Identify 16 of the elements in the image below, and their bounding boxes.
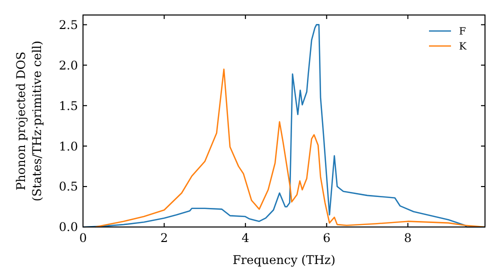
- y-tick-label: 1.5: [58, 98, 78, 113]
- x-tick-label: 2: [160, 231, 168, 245]
- x-tick-label: 6: [322, 231, 330, 245]
- x-tick-label: 0: [79, 231, 87, 245]
- y-tick-label: 1.0: [58, 139, 78, 154]
- legend-label: F: [459, 26, 466, 38]
- x-axis-title: Frequency (THz): [232, 253, 336, 267]
- x-tick-label: 4: [242, 231, 250, 245]
- y-axis-title: Phonon projected DOS (States/THz·primitive cell): [14, 40, 44, 202]
- y-tick-label: 0.0: [58, 220, 78, 234]
- y-tick-label: 2.5: [58, 18, 78, 32]
- line-series: [94, 68, 486, 228]
- y-tick-label: 0.5: [58, 180, 78, 194]
- x-tick-label: 8: [404, 231, 412, 245]
- y-tick-label: 2.0: [58, 58, 78, 72]
- legend-label: K: [459, 42, 467, 52]
